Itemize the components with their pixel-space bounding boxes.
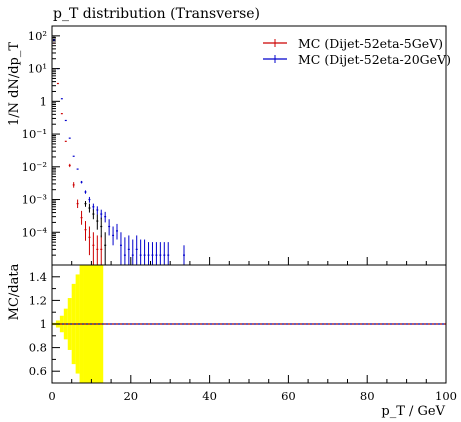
x-tick-label: 100 <box>435 389 457 403</box>
x-tick-label: 0 <box>48 389 55 403</box>
x-tick-label: 40 <box>202 389 217 403</box>
y-tick-label: 10⁻⁴ <box>22 225 48 239</box>
x-axis-label: p_T / GeV <box>381 404 445 419</box>
y-tick-label: 10⁻³ <box>22 193 48 207</box>
ratio-tick-label: 1.4 <box>29 270 47 284</box>
ratio-tick-label: 0.6 <box>29 364 47 378</box>
legend-label-s1: MC (Dijet-52eta-20GeV) <box>298 52 451 67</box>
ratio-tick-label: 0.8 <box>29 341 47 355</box>
legend: MC (Dijet-52eta-5GeV)MC (Dijet-52eta-20G… <box>263 36 451 67</box>
main-plot-data-markers <box>53 36 185 265</box>
ratio-tick-label: 1.2 <box>29 293 47 307</box>
axis-tick-labels: 0 20 40 60 80 100 10² 10¹ 1 10⁻¹ 10⁻² 10⁻³ 10⁻⁴ 0.6 0.… <box>22 29 457 403</box>
legend-label-s0: MC (Dijet-52eta-5GeV) <box>298 36 443 51</box>
y-tick-label: 10⁻¹ <box>22 127 47 141</box>
y-axis-label: 1/N dN/dp_T <box>7 42 22 126</box>
ratio-axis-label: MC/data <box>7 263 22 320</box>
y-tick-label: 1 <box>40 94 47 108</box>
y-tick-label: 10² <box>28 29 47 43</box>
x-tick-label: 60 <box>281 389 296 403</box>
plot-frames <box>51 25 447 384</box>
x-tick-label: 80 <box>360 389 375 403</box>
y-tick-label: 10⁻² <box>22 160 47 174</box>
y-tick-label: 10¹ <box>28 62 47 76</box>
x-tick-label: 20 <box>123 389 138 403</box>
chart-title: p_T distribution (Transverse) <box>53 6 260 22</box>
ratio-tick-label: 1 <box>40 317 47 331</box>
axis-ticks <box>51 25 447 384</box>
